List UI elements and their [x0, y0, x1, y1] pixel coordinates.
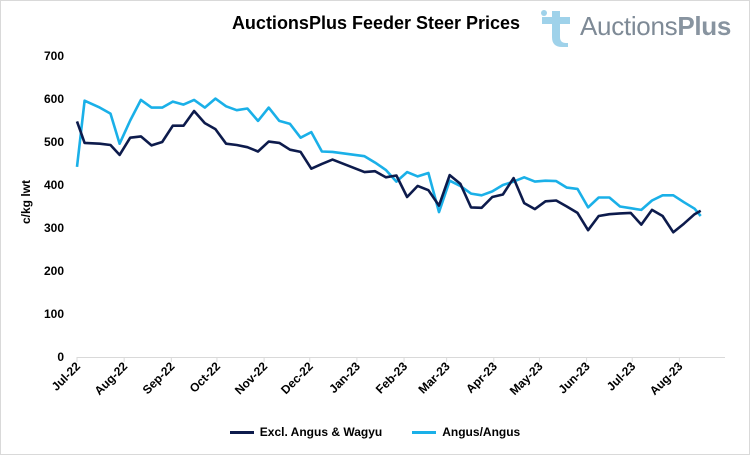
y-tick-label: 500: [44, 135, 64, 149]
legend-label-angus-angus: Angus/Angus: [442, 425, 521, 439]
logo-icon: [541, 10, 570, 47]
legend-item-angus-angus: Angus/Angus: [412, 425, 520, 439]
x-tick-label: Aug-23: [647, 359, 686, 398]
x-tick-label: Sep-22: [140, 359, 178, 397]
y-tick-label: 600: [44, 92, 64, 106]
logo-word-b: Plus: [677, 11, 732, 41]
series-line-angus-angus: [75, 97, 702, 217]
x-tick-label: Jul-23: [604, 359, 639, 394]
x-tick-label: Apr-23: [463, 359, 500, 396]
auctionsplus-logo: AuctionsPlus: [534, 7, 744, 47]
x-tick-label: Oct-22: [187, 359, 224, 396]
x-tick-label: Aug-22: [92, 359, 131, 398]
x-tick-label: Dec-22: [278, 359, 316, 397]
series-group: [75, 97, 702, 234]
x-tick-label: Jun-23: [555, 359, 592, 396]
legend-swatch-dark: [229, 430, 254, 434]
x-tick-label: Nov-22: [232, 359, 270, 397]
x-axis: Jul-22 Aug-22 Sep-22 Oct-22 Nov-22 Dec-22 Jan-…: [49, 357, 686, 398]
legend-swatch-light: [412, 430, 437, 434]
chart-title: AuctionsPlus Feeder Steer Prices: [231, 13, 521, 33]
y-tick-label: 700: [44, 49, 64, 63]
x-tick-label: Feb-23: [373, 359, 410, 396]
x-tick-label: May-23: [507, 359, 546, 398]
y-tick-label: 300: [44, 221, 64, 235]
logo-word-a: Auctions: [580, 11, 678, 41]
y-tick-label: 400: [44, 178, 64, 192]
x-tick-label: Jul-22: [49, 359, 84, 394]
legend-label-excl-angus-wagyu: Excl. Angus & Wagyu: [259, 425, 383, 439]
y-tick-label: 0: [57, 350, 64, 364]
x-tick-label: Mar-23: [415, 359, 452, 396]
series-line-excl-angus-wagyu: [75, 109, 702, 234]
x-tick-label: Jan-23: [326, 359, 363, 396]
logo-wordmark: AuctionsPlus: [580, 11, 731, 42]
y-tick-label: 100: [44, 307, 64, 321]
y-axis-title: c/kg lwt: [19, 180, 33, 224]
y-axis: 0 100 200 300 400 500 600 700: [44, 49, 64, 364]
y-tick-label: 200: [44, 264, 64, 278]
legend-item-excl-angus-wagyu: Excl. Angus & Wagyu: [229, 425, 383, 439]
legend: Excl. Angus & Wagyu Angus/Angus: [1, 425, 749, 439]
